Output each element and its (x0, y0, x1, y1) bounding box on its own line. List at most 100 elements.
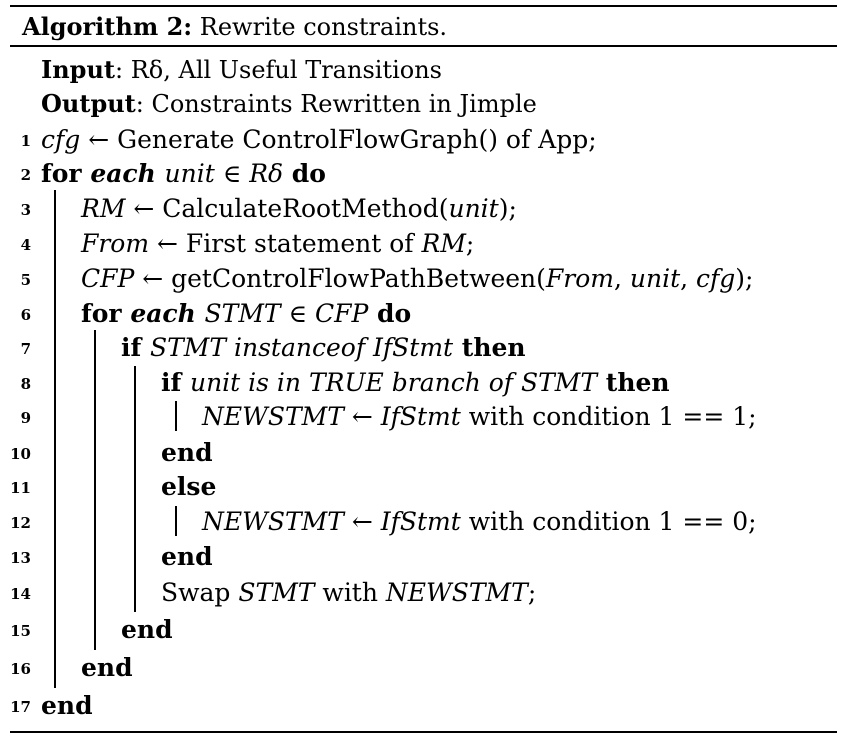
code-token: end (41, 691, 93, 720)
code-token: with condition 1 == 0; (460, 507, 757, 536)
line-number: 10 (10, 445, 31, 463)
bottom-rule (10, 731, 837, 733)
code-line: 16 end (0, 651, 842, 685)
code-token: cfg (696, 264, 736, 293)
code-token: then (453, 333, 526, 362)
code-line: 15 end (0, 613, 842, 647)
code-token: RM (421, 229, 466, 258)
code-token: STMT instanceof IfStmt (149, 333, 454, 362)
code-token: NEWSTMT (202, 507, 344, 536)
code-token: do (368, 299, 412, 328)
code-token: NEWSTMT (202, 402, 344, 431)
code-token: end (161, 542, 213, 571)
code-line: 9 NEWSTMT ← IfStmt with condition 1 == 1; (0, 400, 842, 434)
code-token: with condition 1 == 1; (460, 402, 757, 431)
line-number: 2 (20, 166, 31, 184)
code-token: unit is in TRUE branch of STMT (189, 368, 598, 397)
code-token: RM (81, 194, 126, 223)
code-line: 6 for each STMT ∈ CFP do (0, 297, 842, 331)
line-number: 6 (20, 306, 31, 324)
code-token: for (81, 299, 131, 328)
output-text: : Constraints Rewritten in Jimple (135, 90, 537, 118)
code-token: unit (448, 194, 499, 223)
code-token: CFP (81, 264, 135, 293)
code-line: 17 end (0, 689, 842, 723)
line-code: NEWSTMT ← IfStmt with condition 1 == 1; (202, 400, 757, 434)
line-code: if unit is in TRUE branch of STMT then (161, 366, 670, 400)
code-token: ← (343, 507, 381, 536)
block-bar-if-outer (134, 366, 136, 612)
code-token: unit (629, 264, 681, 293)
block-bar-for-outer (54, 190, 56, 688)
code-line: 4 From ← First statement of RM; (0, 227, 842, 261)
code-token: STMT (204, 299, 281, 328)
code-token: IfStmt (380, 402, 461, 431)
block-bar-for-inner (94, 330, 96, 650)
code-token: ∈ (214, 159, 250, 188)
block-bar-if-inner-then (175, 401, 177, 431)
code-token: ; (527, 578, 537, 607)
output-line: Output: Constraints Rewritten in Jimple (41, 89, 537, 118)
code-token: IfStmt (380, 507, 461, 536)
code-token: then (597, 368, 670, 397)
code-line: 1 cfg ← Generate ControlFlowGraph() of Ap… (0, 123, 842, 157)
code-line: 13 end (0, 540, 842, 574)
input-label: Input (41, 55, 115, 84)
top-rule (10, 5, 837, 7)
line-code: RM ← CalculateRootMethod(unit); (81, 192, 517, 226)
line-code: NEWSTMT ← IfStmt with condition 1 == 0; (202, 505, 757, 539)
line-code: cfg ← Generate ControlFlowGraph() of App… (41, 123, 597, 157)
input-line: Input: Rδ, All Useful Transitions (41, 55, 442, 84)
line-number: 8 (20, 375, 31, 393)
input-text: : Rδ, All Useful Transitions (115, 56, 442, 84)
code-token: From (545, 264, 614, 293)
code-line: 14 Swap STMT with NEWSTMT; (0, 576, 842, 610)
code-token: NEWSTMT (385, 578, 528, 607)
line-code: for each STMT ∈ CFP do (81, 297, 411, 331)
line-number: 17 (10, 698, 31, 716)
code-token: ← getControlFlowPathBetween( (134, 264, 546, 293)
code-token: ∈ (280, 299, 316, 328)
line-code: Swap STMT with NEWSTMT; (161, 576, 536, 610)
code-token: with (314, 578, 386, 607)
line-code: end (81, 651, 133, 685)
code-token: do (283, 159, 326, 188)
title-rule (10, 45, 837, 47)
line-code: end (41, 689, 93, 723)
line-number: 14 (10, 585, 31, 603)
code-line: 11 else (0, 470, 842, 504)
line-number: 1 (20, 132, 31, 150)
code-token: CFP (315, 299, 369, 328)
code-token: if (121, 333, 150, 362)
code-token: end (161, 438, 213, 467)
line-number: 3 (20, 201, 31, 219)
algorithm-title: Algorithm 2: Rewrite constraints. (22, 12, 447, 41)
line-code: end (161, 436, 213, 470)
line-code: end (161, 540, 213, 574)
line-number: 7 (20, 340, 31, 358)
code-token: , (680, 264, 697, 293)
code-token: if (161, 368, 190, 397)
line-code: else (161, 470, 216, 504)
algorithm-title-text: Rewrite constraints. (199, 13, 448, 41)
line-number: 13 (10, 549, 31, 567)
line-code: if STMT instanceof IfStmt then (121, 331, 526, 365)
block-bar-if-inner-else (175, 506, 177, 536)
algorithm-title-label: Algorithm 2: (22, 12, 193, 41)
code-token: ; (465, 229, 475, 258)
line-number: 11 (10, 479, 31, 497)
line-code: From ← First statement of RM; (81, 227, 474, 261)
code-line: 10 end (0, 436, 842, 470)
code-line: 8 if unit is in TRUE branch of STMT then (0, 366, 842, 400)
code-token: Rδ (249, 159, 284, 188)
line-number: 15 (10, 622, 31, 640)
code-line: 5 CFP ← getControlFlowPathBetween(From, u… (0, 262, 842, 296)
code-token: unit (164, 159, 215, 188)
code-token: ); (735, 264, 754, 293)
code-token: ← First statement of (149, 229, 422, 258)
line-number: 9 (20, 409, 31, 427)
code-token: Swap (161, 578, 239, 607)
code-line: 7 if STMT instanceof IfStmt then (0, 331, 842, 365)
output-label: Output (41, 89, 136, 118)
code-token: each (130, 299, 205, 328)
